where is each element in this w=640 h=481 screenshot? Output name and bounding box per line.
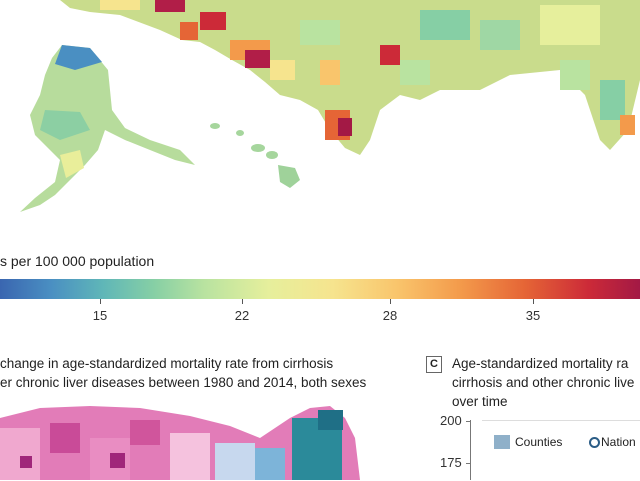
national-marker-icon bbox=[589, 437, 600, 448]
county-change-map bbox=[0, 406, 360, 480]
colorbar-tickmark bbox=[533, 299, 534, 304]
y-tick-label: 200 bbox=[440, 413, 462, 428]
y-axis-line bbox=[470, 420, 471, 480]
colorbar-tick-label: 22 bbox=[234, 308, 250, 323]
counties-swatch bbox=[494, 435, 510, 449]
colorbar-tick-label: 35 bbox=[525, 308, 541, 323]
county-mortality-map bbox=[20, 0, 640, 212]
panel-c-label: C bbox=[426, 356, 442, 373]
national-legend-label: Nation bbox=[601, 435, 636, 449]
colorbar-tick-label: 28 bbox=[382, 308, 398, 323]
y-tick-mark bbox=[466, 421, 471, 422]
panel-c-title-line3: over time bbox=[452, 394, 508, 409]
colorbar-tickmark bbox=[390, 299, 391, 304]
counties-legend-label: Counties bbox=[515, 435, 563, 449]
panel-c-plot-area bbox=[482, 420, 640, 481]
colorbar-tick-label: 15 bbox=[92, 308, 108, 323]
panel-c-title-line2: cirrhosis and other chronic live bbox=[452, 375, 635, 390]
legend-title: s per 100 000 population bbox=[0, 253, 155, 269]
panel-c-title: Age-standardized mortality ra cirrhosis … bbox=[452, 354, 634, 411]
colorbar-tickmark bbox=[242, 299, 243, 304]
y-tick-mark bbox=[466, 463, 471, 464]
panel-b-title: change in age-standardized mortality rat… bbox=[0, 354, 366, 392]
color-scale-bar bbox=[0, 279, 640, 299]
panel-c-title-line1: Age-standardized mortality ra bbox=[452, 356, 629, 371]
panel-b-title-line1: change in age-standardized mortality rat… bbox=[0, 356, 334, 371]
y-tick-label: 175 bbox=[440, 455, 462, 470]
panel-b-title-line2: er chronic liver diseases between 1980 a… bbox=[0, 375, 367, 390]
alaska bbox=[20, 45, 195, 212]
colorbar-tickmark bbox=[100, 299, 101, 304]
